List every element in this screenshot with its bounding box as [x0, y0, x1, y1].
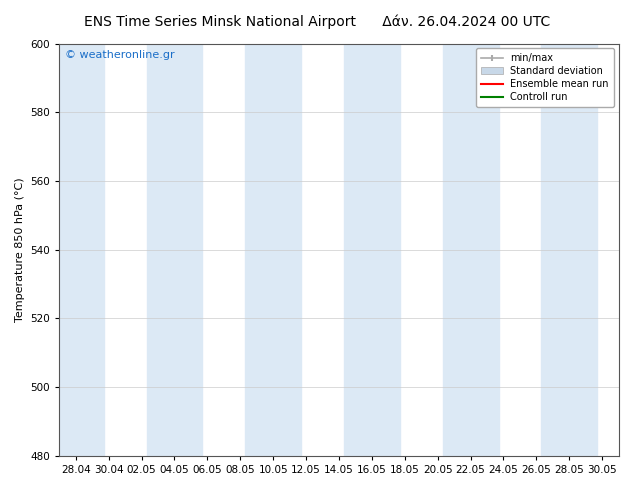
Bar [48, 44, 104, 456]
Y-axis label: Temperature 850 hPa (°C): Temperature 850 hPa (°C) [15, 177, 25, 322]
Bar [245, 44, 301, 456]
Bar [443, 44, 498, 456]
Bar [344, 44, 400, 456]
Bar [541, 44, 597, 456]
Text: © weatheronline.gr: © weatheronline.gr [65, 49, 174, 60]
Text: ENS Time Series Minsk National Airport      Δάν. 26.04.2024 00 UTC: ENS Time Series Minsk National Airport Δ… [84, 15, 550, 29]
Bar [146, 44, 202, 456]
Legend: min/max, Standard deviation, Ensemble mean run, Controll run: min/max, Standard deviation, Ensemble me… [476, 49, 614, 107]
